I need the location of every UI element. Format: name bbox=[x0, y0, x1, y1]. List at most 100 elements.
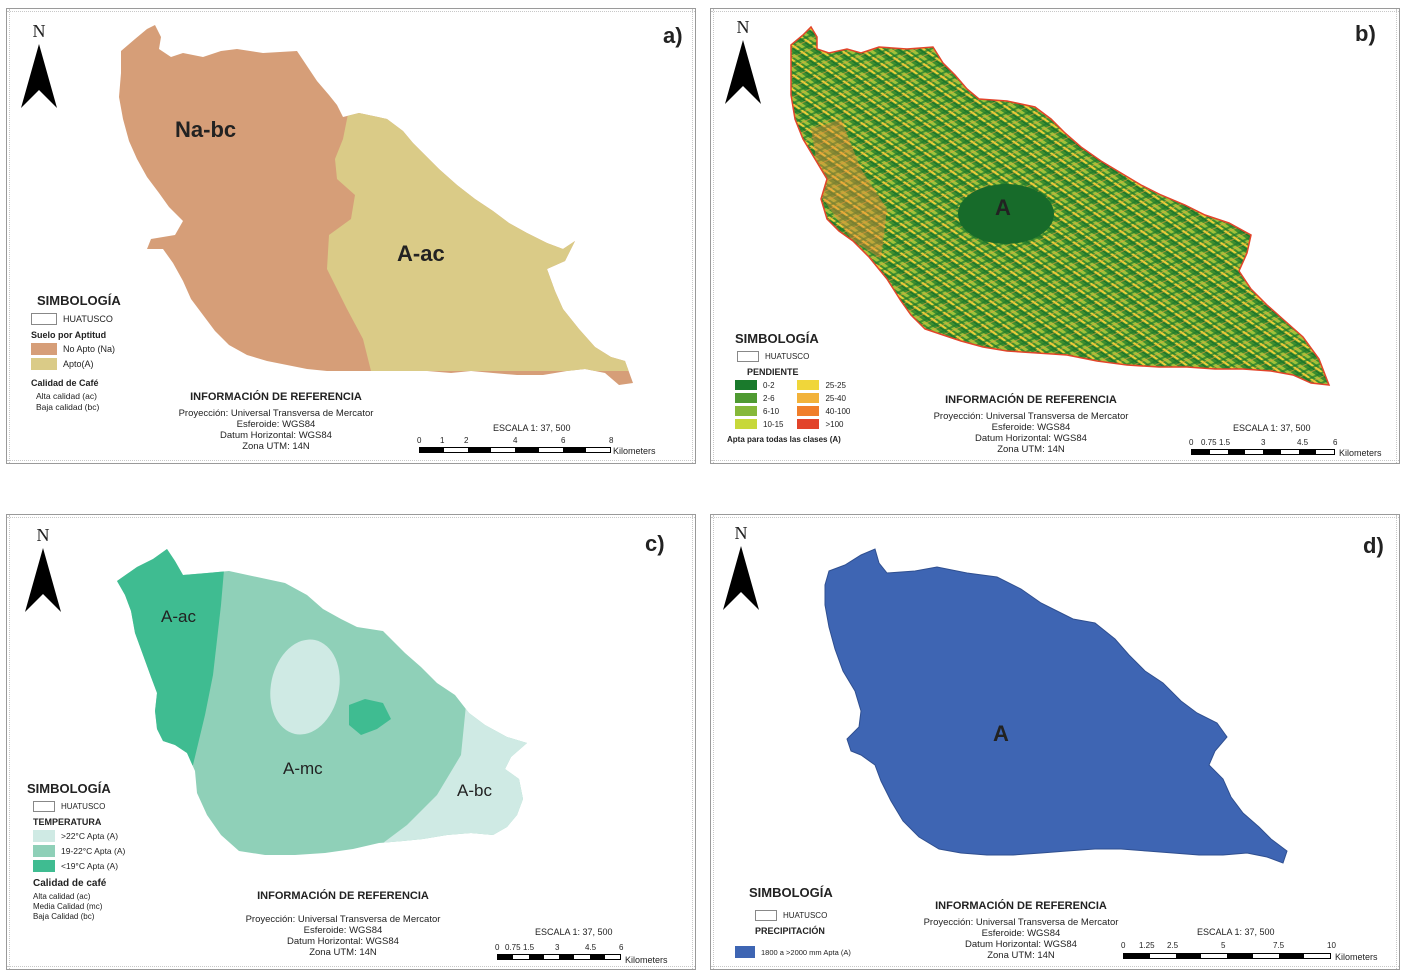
legend-subtitle: PENDIENTE bbox=[747, 367, 799, 377]
legend-swatch bbox=[33, 830, 55, 842]
scale-graphic bbox=[1191, 449, 1335, 455]
boundary-swatch bbox=[33, 801, 55, 812]
scale-tick: 2.5 bbox=[1167, 941, 1179, 950]
scale-tick: 6 bbox=[561, 436, 566, 445]
scale-unit: Kilometers bbox=[613, 446, 656, 456]
scale-tick: 0 bbox=[417, 436, 422, 445]
quality-note: Baja Calidad (bc) bbox=[33, 912, 95, 921]
reference-line: Proyección: Universal Transversa de Merc… bbox=[933, 411, 1129, 422]
legend-swatch bbox=[735, 393, 757, 403]
scale-tick: 1.25 bbox=[1139, 941, 1155, 950]
legend-boundary-row: HUATUSCO bbox=[33, 801, 125, 812]
scale-tick: 2 bbox=[464, 436, 469, 445]
boundary-label: HUATUSCO bbox=[765, 352, 810, 361]
legend: SIMBOLOGÍA HUATUSCO TEMPERATURA >22°C Ap… bbox=[27, 781, 125, 922]
reference-line: Esferoide: WGS84 bbox=[981, 928, 1061, 939]
scale-tick: 6 bbox=[1333, 438, 1338, 447]
quality-note: Baja calidad (bc) bbox=[36, 402, 100, 412]
reference-info: INFORMACIÓN DE REFERENCIA Proyección: Un… bbox=[167, 392, 385, 453]
legend-boundary-row: HUATUSCO bbox=[31, 313, 121, 325]
reference-line: Datum Horizontal: WGS84 bbox=[287, 936, 399, 947]
legend-item-label: 25-40 bbox=[825, 393, 846, 403]
legend-item-label: 10-15 bbox=[763, 419, 784, 429]
scale-tick: 0 bbox=[1121, 941, 1126, 950]
reference-line: Esferoide: WGS84 bbox=[303, 925, 383, 936]
legend-item: >100 bbox=[797, 419, 850, 429]
boundary-swatch bbox=[755, 910, 777, 921]
map-panel-c: N c) A-ac A-mc A-bc SIMBOLOGÍA HUATUSCO … bbox=[6, 514, 696, 970]
legend-swatch bbox=[735, 406, 757, 416]
legend-item-label: 6-10 bbox=[763, 406, 780, 416]
legend-item-label: Apto(A) bbox=[63, 359, 94, 369]
top-coordinate-ticks bbox=[7, 517, 695, 524]
legend-item: 25-40 bbox=[797, 393, 850, 403]
north-label: N bbox=[32, 21, 46, 41]
legend-item-label: >22°C Apta (A) bbox=[61, 831, 119, 841]
reference-line: Zona UTM: 14N bbox=[987, 950, 1055, 961]
boundary-label: HUATUSCO bbox=[783, 911, 828, 920]
scale-tick: 5 bbox=[1221, 941, 1226, 950]
zone-cool-island bbox=[349, 699, 391, 735]
scale-tick: 4.5 bbox=[1297, 438, 1309, 447]
boundary-swatch bbox=[31, 313, 57, 325]
legend: SIMBOLOGÍA HUATUSCO PENDIENTE 0-2 25-25 … bbox=[727, 331, 850, 447]
scale-bar: ESCALA 1: 37, 500 0 0.75 1.5 3 4.5 6 Kil… bbox=[495, 927, 690, 965]
scale-title: ESCALA 1: 37, 500 bbox=[1233, 423, 1311, 433]
legend-swatch bbox=[31, 358, 57, 370]
zone-label: A bbox=[995, 195, 1011, 220]
left-coordinate-ticks bbox=[9, 9, 16, 463]
bottom-coordinate-ticks bbox=[7, 960, 695, 967]
quality-note: Media Calidad (mc) bbox=[33, 902, 103, 911]
reference-line: Proyección: Universal Transversa de Merc… bbox=[245, 914, 441, 925]
legend-subtitle: Suelo por Aptitud bbox=[31, 330, 107, 340]
legend-item: 0-2 bbox=[735, 380, 783, 390]
legend-boundary-row: HUATUSCO bbox=[755, 910, 851, 921]
zone-warm-island bbox=[270, 639, 340, 735]
scale-graphic bbox=[1123, 953, 1331, 959]
scale-graphic bbox=[497, 954, 621, 960]
reference-line: Zona UTM: 14N bbox=[309, 947, 377, 958]
north-arrow-icon bbox=[21, 44, 57, 108]
right-coordinate-ticks bbox=[686, 9, 693, 463]
legend-swatch bbox=[797, 393, 820, 403]
legend-swatch bbox=[797, 380, 820, 390]
bottom-coordinate-ticks bbox=[711, 454, 1399, 461]
reference-line: Proyección: Universal Transversa de Merc… bbox=[923, 917, 1119, 928]
reference-line: Datum Horizontal: WGS84 bbox=[220, 430, 332, 441]
legend-item: 6-10 bbox=[735, 406, 783, 416]
map-panel-a: N a) Na-bc A-ac SIMBOLOGÍA HUATUSCO Suel… bbox=[6, 8, 696, 464]
map-d-shape bbox=[824, 548, 1288, 864]
quality-title: Calidad de café bbox=[33, 878, 107, 889]
map-panel-d: N d) A SIMBOLOGÍA HUATUSCO PRECIPITACIÓN… bbox=[710, 514, 1400, 970]
scale-tick: 10 bbox=[1327, 941, 1336, 950]
boundary-label: HUATUSCO bbox=[63, 314, 113, 324]
legend-item-label: 40-100 bbox=[825, 406, 851, 416]
legend-swatch bbox=[31, 343, 57, 355]
reference-info: INFORMACIÓN DE REFERENCIA Proyección: Un… bbox=[921, 394, 1141, 456]
legend: SIMBOLOGÍA HUATUSCO PRECIPITACIÓN 1800 a… bbox=[735, 885, 851, 961]
legend-item: Apto(A) bbox=[31, 358, 121, 370]
legend-item: 10-15 bbox=[735, 419, 783, 429]
legend-item-label: No Apto (Na) bbox=[63, 344, 116, 354]
north-arrow: N bbox=[19, 21, 59, 117]
scale-tick: 1.5 bbox=[523, 943, 535, 952]
scale-title: ESCALA 1: 37, 500 bbox=[1197, 927, 1275, 937]
legend-swatch bbox=[735, 380, 757, 390]
top-coordinate-ticks bbox=[7, 11, 695, 18]
scale-graphic bbox=[419, 447, 611, 453]
scale-tick: 0 bbox=[1189, 438, 1194, 447]
north-arrow: N bbox=[721, 523, 761, 619]
legend-item-label: 25-25 bbox=[825, 380, 846, 390]
reference-line: Zona UTM: 14N bbox=[997, 444, 1065, 455]
reference-title: INFORMACIÓN DE REFERENCIA bbox=[945, 394, 1117, 406]
legend-item-label: >100 bbox=[825, 419, 844, 429]
reference-line: Datum Horizontal: WGS84 bbox=[975, 433, 1087, 444]
map-panel-b: N b) A SIMBOLOGÍA HUATUSCO PENDIENTE 0-2… bbox=[710, 8, 1400, 464]
right-coordinate-ticks bbox=[1390, 515, 1397, 969]
left-coordinate-ticks bbox=[9, 515, 16, 969]
legend-item: >22°C Apta (A) bbox=[33, 830, 125, 842]
legend-title: SIMBOLOGÍA bbox=[27, 781, 111, 796]
legend-item-label: 19-22°C Apta (A) bbox=[61, 846, 126, 856]
top-coordinate-ticks bbox=[711, 11, 1399, 18]
reference-line: Esferoide: WGS84 bbox=[991, 422, 1071, 433]
